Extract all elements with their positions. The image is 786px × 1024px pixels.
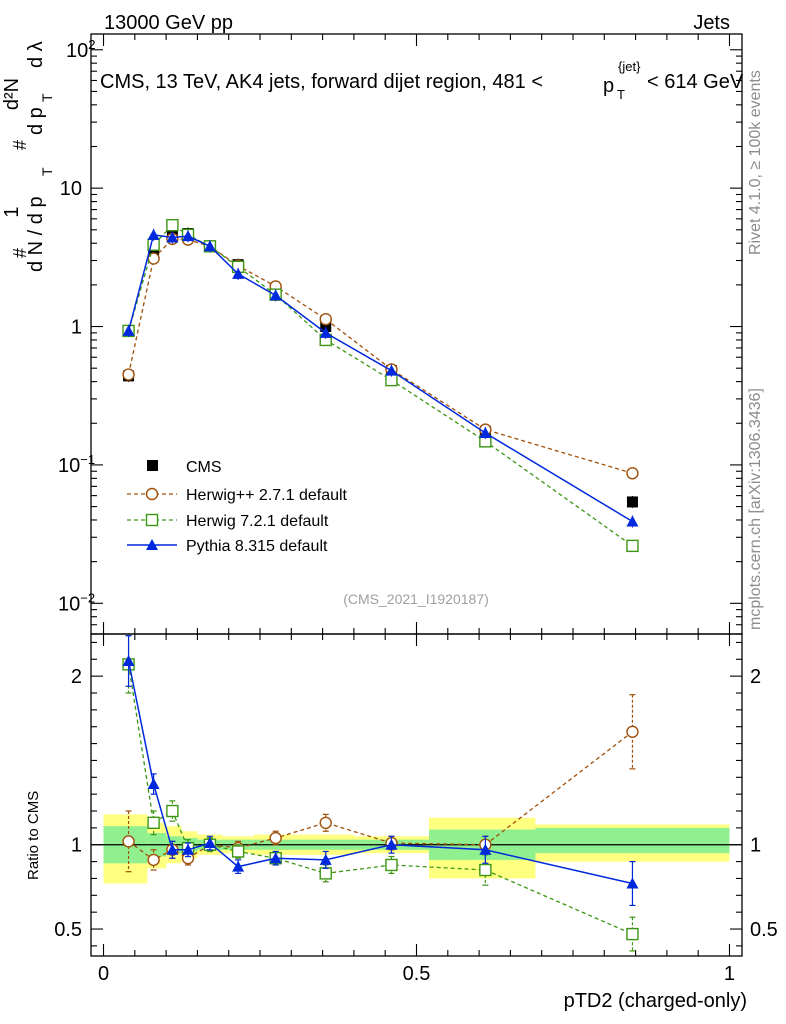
data-point-pythia: [203, 240, 216, 252]
legend-label-pythia: Pythia 8.315 default: [186, 538, 328, 555]
svg-text:< 614 GeV: < 614 GeV: [647, 71, 744, 93]
svg-text:d λ: d λ: [25, 41, 47, 68]
y-tick-label: 10: [60, 178, 82, 200]
rivet-label: Rivet 4.1.0, ≥ 100k events: [747, 70, 764, 255]
header-right: Jets: [693, 12, 730, 34]
ratio-series-line-1: [127, 664, 633, 935]
ratio-point-pythia: [319, 853, 332, 865]
legend-marker-pythia: [146, 539, 158, 550]
y-tick-label: 10−2: [58, 590, 95, 615]
ratio-point-pythia: [269, 852, 282, 864]
ratio-point-pythia: [203, 837, 216, 849]
ratio-y-tick-label-right: 0.5: [750, 919, 778, 941]
data-point-pythia: [626, 515, 639, 527]
ratio-point-herwig7: [166, 804, 179, 818]
ratio-point-herwig7: [147, 816, 160, 830]
ratio-point-pythia: [232, 860, 245, 872]
legend-marker-herwigpp: [145, 487, 159, 501]
svg-text:T: T: [39, 93, 55, 102]
data-point-pythia: [182, 230, 195, 242]
data-point-pythia: [232, 267, 245, 279]
y-tick-label: 1: [71, 317, 82, 339]
ratio-point-pythia: [122, 654, 135, 666]
ratio-series-line-0: [128, 731, 633, 861]
svg-text:#: #: [10, 140, 30, 150]
data-point-pythia: [479, 427, 492, 439]
ratio-y-tick-label: 0.5: [54, 919, 82, 941]
series-line-3: [127, 233, 633, 523]
svg-text:T: T: [39, 167, 55, 176]
data-point-herwig7: [626, 539, 639, 553]
y-tick-label: 10−1: [58, 452, 95, 477]
header-left: 13000 GeV pp: [104, 12, 233, 34]
ratio-point-herwigpp: [269, 831, 282, 845]
ratio-point-pythia: [182, 843, 195, 855]
data-point-pythia: [269, 289, 282, 301]
ratio-frame: [90, 633, 743, 957]
ratio-point-herwig7: [626, 927, 639, 941]
ratio-point-herwig7: [231, 845, 245, 858]
svg-text:1: 1: [1, 206, 23, 217]
series-line-2: [127, 224, 633, 547]
ratio-point-herwig7: [319, 867, 332, 880]
x-tick-label: 0: [98, 963, 109, 985]
main-ylabel: # 1 d N / d p T # d²N d p T d λ: [1, 41, 55, 272]
xaxis-label: pTD2 (charged-only): [564, 990, 747, 1012]
data-point-herwig7: [166, 218, 179, 232]
svg-text:d p: d p: [25, 107, 47, 135]
ratio-plot-area: 0.5 0.5 1 1 2 2: [54, 634, 778, 956]
legend-label-herwigpp: Herwig++ 2.7.1 default: [186, 487, 348, 504]
ratio-point-herwigpp: [122, 835, 135, 848]
data-point-herwigpp: [319, 312, 332, 326]
analysis-watermark: (CMS_2021_I1920187): [343, 591, 489, 607]
legend-marker-cms: [147, 460, 158, 471]
data-point-pythia: [122, 324, 135, 336]
legend: CMS Herwig++ 2.7.1 default Herwig 7.2.1 …: [127, 459, 348, 555]
ratio-point-pythia: [147, 778, 160, 790]
ratio-point-herwigpp: [626, 725, 639, 738]
data-point-herwigpp: [122, 368, 135, 381]
ratio-y-tick-label: 1: [71, 835, 82, 857]
ratio-point-herwigpp: [319, 816, 332, 830]
data-point-herwigpp: [626, 467, 639, 480]
ratio-y-tick-label-right: 2: [750, 666, 761, 688]
data-point-pythia: [385, 364, 398, 376]
chart-title: CMS, 13 TeV, AK4 jets, forward dijet reg…: [100, 59, 744, 102]
data-point-pythia: [166, 231, 179, 243]
data-point-pythia: [147, 228, 160, 240]
ratio-point-pythia: [626, 877, 639, 889]
svg-text:{jet}: {jet}: [618, 59, 641, 74]
ratio-point-herwigpp: [147, 853, 160, 867]
legend-label-herwig7: Herwig 7.2.1 default: [186, 513, 329, 530]
data-point-pythia: [319, 326, 332, 338]
svg-text:CMS, 13 TeV, AK4 jets, forward: CMS, 13 TeV, AK4 jets, forward dijet reg…: [100, 71, 543, 93]
ratio-point-pythia: [479, 843, 492, 855]
ratio-point-herwig7: [385, 858, 398, 872]
data-point-herwigpp: [147, 252, 160, 265]
ratio-y-tick-label: 2: [71, 666, 82, 688]
ratio-y-tick-label-right: 1: [750, 835, 761, 857]
data-point-cms: [320, 321, 332, 333]
uncertainty-band-inner: [535, 827, 730, 854]
data-point-cms: [626, 496, 638, 508]
ratio-point-pythia: [385, 838, 398, 850]
mcplots-label: mcplots.cern.ch [arXiv:1306.3436]: [747, 388, 764, 630]
svg-text:d N / d p: d N / d p: [25, 196, 47, 272]
ratio-ylabel: Ratio to CMS: [25, 791, 42, 880]
legend-marker-herwig7: [145, 513, 159, 527]
ratio-point-pythia: [166, 843, 179, 855]
svg-text:p: p: [603, 75, 614, 97]
legend-label-cms: CMS: [186, 459, 222, 476]
series-line-1: [127, 238, 633, 474]
svg-text:#: #: [10, 248, 30, 258]
x-tick-label: 0.5: [403, 963, 431, 985]
svg-text:d²N: d²N: [1, 78, 23, 110]
x-tick-label: 1: [724, 963, 735, 985]
ratio-point-herwig7: [479, 863, 492, 877]
svg-text:T: T: [617, 87, 625, 102]
